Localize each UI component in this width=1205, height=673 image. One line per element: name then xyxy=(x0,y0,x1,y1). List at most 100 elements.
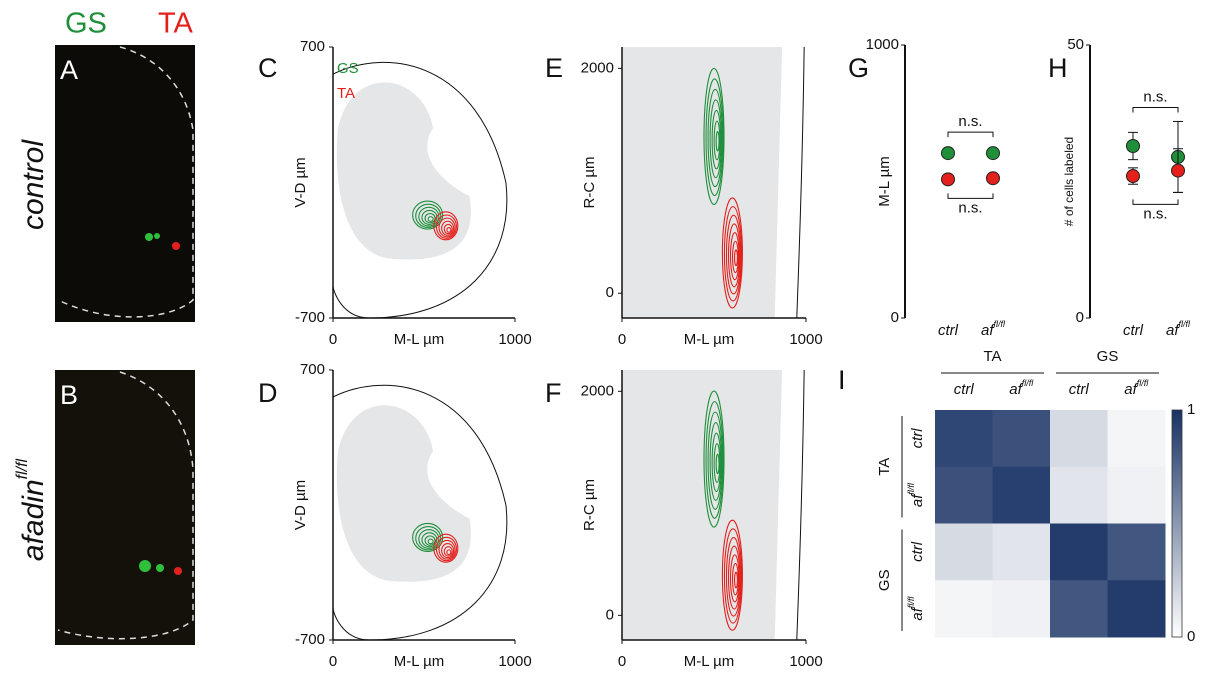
panel-label: D xyxy=(258,378,278,408)
heatmap-cell xyxy=(1050,580,1108,638)
x-axis-label: M-L µm xyxy=(684,653,735,670)
subgroup: af xyxy=(909,493,926,507)
subgroup-label: ctrl xyxy=(909,541,926,562)
subgroup-label: affl/fl xyxy=(906,596,926,621)
dot xyxy=(1126,139,1140,154)
panel-label: B xyxy=(60,380,78,410)
contour-line xyxy=(427,538,434,545)
contour-line xyxy=(415,525,442,551)
group-label: TA xyxy=(876,458,893,476)
y-tick-label: 1000 xyxy=(866,36,899,53)
contour-plot xyxy=(622,369,805,641)
x-tick-label: 1000 xyxy=(789,331,822,348)
contour-line xyxy=(729,232,740,281)
contour-line xyxy=(725,536,742,617)
contour-line xyxy=(435,536,457,562)
contour-line xyxy=(435,214,457,239)
x-tick-label: 1000 xyxy=(498,653,531,670)
contour-line xyxy=(715,130,720,152)
heatmap-cell xyxy=(1107,410,1166,468)
row-label-sup: fl/fl xyxy=(14,458,31,479)
y-tick-label: 700 xyxy=(300,361,325,378)
heatmap-cell xyxy=(1050,466,1108,524)
subgroup-label: ctrl xyxy=(909,428,926,449)
y-tick-label: 0 xyxy=(891,309,899,326)
group-label: GS xyxy=(1097,348,1119,365)
contour-line xyxy=(421,209,438,225)
contour-line xyxy=(711,109,722,170)
x-tick-label: 1000 xyxy=(789,653,822,670)
annotation: n.s. xyxy=(1143,205,1167,222)
contour-line xyxy=(443,223,453,235)
y-tick-label: 50 xyxy=(1067,36,1084,53)
row-label-text: afadin xyxy=(17,479,50,561)
subgroup-label: ctrl xyxy=(954,381,975,398)
group-label: GS xyxy=(876,569,893,591)
contour-line xyxy=(443,546,453,557)
cord-outline xyxy=(332,384,508,641)
contour-line xyxy=(709,99,723,179)
heatmap-cell xyxy=(1107,466,1166,524)
contour-line xyxy=(721,519,743,631)
contour-line xyxy=(727,223,741,288)
bracket xyxy=(1132,106,1179,113)
contour-line xyxy=(707,88,723,188)
y-tick-label: 2000 xyxy=(581,59,614,76)
category-sup: fl/fl xyxy=(994,319,1007,329)
contour-line xyxy=(438,217,456,238)
y-axis-label: V-D µm xyxy=(292,157,309,207)
dot xyxy=(1126,169,1140,184)
x-axis-label: M-L µm xyxy=(684,331,735,348)
contour-line xyxy=(713,443,721,484)
subgroup: af xyxy=(909,606,926,620)
contour-line xyxy=(421,532,438,548)
contour-line xyxy=(705,78,724,197)
contour-plot xyxy=(332,384,508,641)
subgroup-sup: fl/fl xyxy=(906,596,916,609)
annotation: n.s. xyxy=(1143,88,1167,105)
gray-matter xyxy=(622,370,783,640)
panel-label: I xyxy=(838,365,846,395)
y-tick-label: 2000 xyxy=(581,382,614,399)
contour-line xyxy=(415,203,442,229)
contour-line xyxy=(412,200,444,230)
panel-label: E xyxy=(545,53,563,83)
colorbar-tick-label: 1 xyxy=(1187,401,1195,418)
y-tick-label: 700 xyxy=(300,38,325,55)
annotation: n.s. xyxy=(958,113,982,130)
contour-line xyxy=(446,226,452,233)
row-label: afadinfl/fl xyxy=(14,458,50,561)
cord-outline xyxy=(796,369,805,641)
x-axis-label: M-L µm xyxy=(394,331,445,348)
category: ctrl xyxy=(938,322,959,339)
y-axis-label: R-C µm xyxy=(581,479,598,531)
contour-line xyxy=(725,214,742,295)
image-b xyxy=(55,370,195,645)
y-tick-label: -700 xyxy=(295,309,325,326)
contour-line xyxy=(441,543,455,559)
x-tick-label: affl/fl xyxy=(981,319,1006,339)
contour-plot xyxy=(622,46,805,319)
heatmap-cell xyxy=(992,466,1051,524)
group-label: TA xyxy=(983,348,1001,365)
heatmap-cell xyxy=(992,410,1051,468)
contour-line xyxy=(711,432,722,492)
panel-label: H xyxy=(1048,53,1068,83)
contour-line xyxy=(433,211,459,241)
contour-line xyxy=(727,545,741,610)
row-label: control xyxy=(17,139,50,230)
subgroup-sup: fl/fl xyxy=(1137,378,1150,388)
colorbar-tick-label: 0 xyxy=(1187,628,1195,645)
heatmap-cell xyxy=(935,410,993,468)
contour-line xyxy=(709,422,723,501)
dot xyxy=(1171,163,1185,178)
contour-line xyxy=(705,401,724,519)
legend-ta: TA xyxy=(158,8,194,40)
x-tick-label: ctrl xyxy=(938,322,959,339)
heatmap-cell xyxy=(1107,523,1166,581)
contour-line xyxy=(438,539,456,560)
y-tick-label: 0 xyxy=(1076,309,1084,326)
contour-line xyxy=(446,549,452,556)
legend-gs: GS xyxy=(65,8,107,40)
